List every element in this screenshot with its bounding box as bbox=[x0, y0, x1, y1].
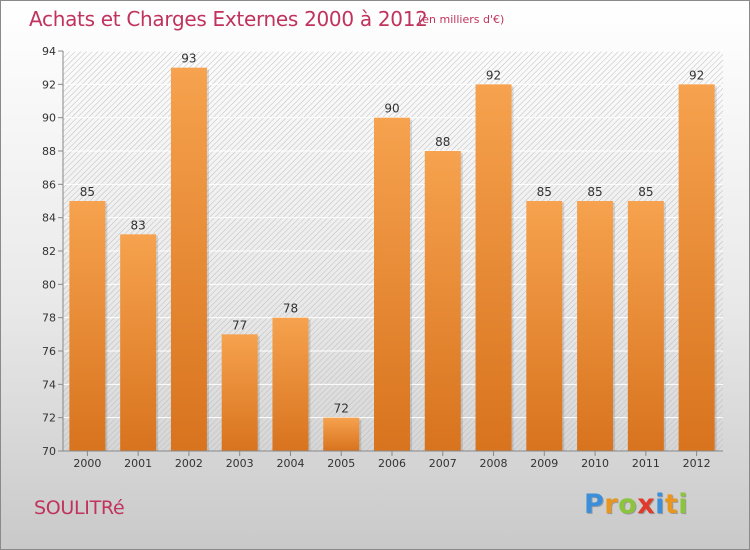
data-label: 78 bbox=[283, 302, 298, 316]
logo-letter: o bbox=[618, 489, 638, 520]
data-label: 88 bbox=[435, 135, 450, 149]
y-tick-label: 92 bbox=[42, 78, 56, 91]
bar bbox=[627, 201, 664, 451]
y-tick-label: 94 bbox=[42, 45, 56, 58]
x-tick-label: 2001 bbox=[124, 457, 152, 470]
x-tick-label: 2003 bbox=[226, 457, 254, 470]
y-tick-label: 70 bbox=[42, 445, 56, 458]
proxiti-logo: Proxiti bbox=[584, 489, 688, 520]
bar bbox=[577, 201, 614, 451]
data-label: 92 bbox=[689, 68, 704, 82]
bar bbox=[475, 84, 512, 451]
data-label: 93 bbox=[181, 52, 196, 66]
y-tick-label: 84 bbox=[42, 212, 56, 225]
y-tick-label: 80 bbox=[42, 278, 56, 291]
bar bbox=[323, 417, 360, 451]
x-tick-label: 2007 bbox=[429, 457, 457, 470]
bar-series bbox=[69, 67, 717, 452]
logo-letter: x bbox=[637, 489, 656, 520]
x-tick-label: 2008 bbox=[480, 457, 508, 470]
y-axis-ticks: 70 72 74 76 78 80 82 84 86 88 90 92 94 bbox=[42, 45, 63, 458]
bar bbox=[170, 67, 207, 452]
x-tick-label: 2010 bbox=[581, 457, 609, 470]
bar bbox=[221, 334, 258, 451]
x-tick-label: 2006 bbox=[378, 457, 406, 470]
bar bbox=[678, 84, 715, 451]
y-tick-label: 78 bbox=[42, 312, 56, 325]
y-tick-label: 74 bbox=[42, 378, 56, 391]
bar bbox=[120, 234, 157, 451]
data-label: 85 bbox=[537, 185, 552, 199]
x-tick-label: 2002 bbox=[175, 457, 203, 470]
data-label: 77 bbox=[232, 318, 247, 332]
x-tick-label: 2011 bbox=[632, 457, 660, 470]
data-label: 85 bbox=[638, 185, 653, 199]
y-tick-label: 88 bbox=[42, 145, 56, 158]
data-labels: 85 83 93 77 78 72 90 88 92 85 85 85 92 bbox=[80, 52, 705, 416]
chart-title: Achats et Charges Externes 2000 à 2012 bbox=[29, 7, 428, 31]
x-tick-label: 2009 bbox=[530, 457, 558, 470]
data-label: 90 bbox=[384, 102, 399, 116]
x-tick-label: 2005 bbox=[327, 457, 355, 470]
data-label: 85 bbox=[80, 185, 95, 199]
bar bbox=[526, 201, 563, 451]
data-label: 92 bbox=[486, 68, 501, 82]
logo-letter: i bbox=[655, 489, 665, 520]
logo-letter: P bbox=[584, 489, 605, 520]
commune-name: SOULITRé bbox=[34, 497, 125, 519]
x-tick-label: 2004 bbox=[276, 457, 304, 470]
y-tick-label: 90 bbox=[42, 112, 56, 125]
bar bbox=[272, 317, 309, 451]
x-tick-label: 2012 bbox=[683, 457, 711, 470]
bar bbox=[69, 201, 106, 451]
data-label: 83 bbox=[131, 218, 146, 232]
chart-unit-note: (en milliers d'€) bbox=[418, 13, 505, 26]
y-tick-label: 82 bbox=[42, 245, 56, 258]
data-label: 72 bbox=[334, 402, 349, 416]
bar bbox=[374, 117, 410, 452]
y-tick-label: 72 bbox=[42, 412, 56, 425]
data-label: 85 bbox=[587, 185, 602, 199]
x-axis-ticks: 2000 2001 2002 2003 2004 2005 2006 2007 2008 2009… bbox=[73, 451, 711, 470]
logo-letter: t bbox=[664, 489, 679, 520]
bar bbox=[424, 151, 461, 451]
y-tick-label: 76 bbox=[42, 345, 56, 358]
y-tick-label: 86 bbox=[42, 178, 56, 191]
logo-letter: i bbox=[678, 489, 689, 520]
x-tick-label: 2000 bbox=[73, 457, 101, 470]
logo-letter: r bbox=[604, 489, 619, 520]
